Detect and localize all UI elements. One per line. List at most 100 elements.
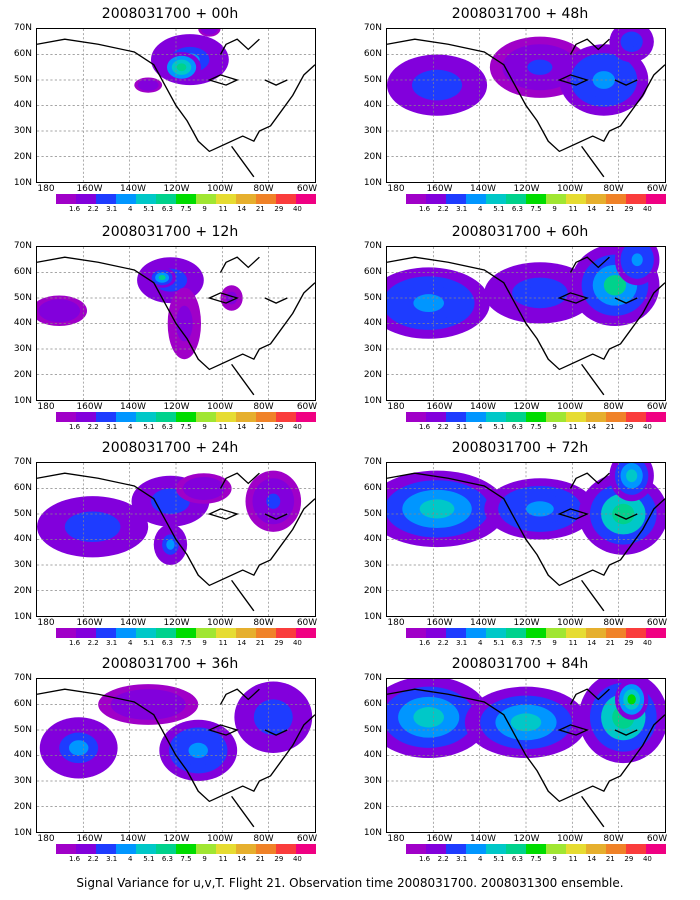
lon-tick-label: 120W [163, 402, 190, 412]
colorbar-labels: 1.6 2.2 3.1 4 5.1 6.3 7.5 9 11 14 21 29 40 [56, 855, 316, 865]
colorbar-swatch [96, 628, 116, 638]
colorbar-swatch [256, 628, 276, 638]
colorbar-swatch [56, 628, 76, 638]
colorbar [406, 628, 666, 638]
lon-tick-label: 60W [296, 834, 318, 844]
colorbar-label: 1.6 [68, 855, 81, 863]
lon-tick-label: 100W [206, 184, 234, 194]
lat-tick-label: 40N [13, 750, 32, 761]
lat-tick-label: 60N [363, 482, 382, 493]
colorbar-label: 2.2 [87, 639, 99, 647]
colorbar-label: 3.1 [456, 855, 468, 863]
map-plot-area [386, 28, 666, 183]
variance-contour [631, 253, 643, 267]
panel-title: 2008031700 + 48h [451, 6, 589, 22]
lat-tick-label: 50N [363, 724, 382, 735]
lon-tick-label: 120W [513, 834, 540, 844]
colorbar-label: 2.2 [437, 855, 449, 863]
colorbar-label: 9 [552, 639, 557, 647]
colorbar-label: 4 [128, 423, 133, 431]
map-plot-area [36, 28, 316, 183]
lat-tick-label: 40N [363, 534, 382, 545]
lon-tick-label: 100W [206, 402, 234, 412]
colorbar-swatch [406, 628, 426, 638]
lon-tick-label: 180 [387, 618, 405, 628]
variance-contour [68, 740, 89, 756]
variance-contour [78, 519, 107, 535]
lat-tick-label: 10N [13, 395, 32, 406]
colorbar-label: 3.1 [106, 423, 118, 431]
colorbar-label: 40 [642, 423, 652, 431]
colorbar-labels: 1.6 2.2 3.1 4 5.1 6.3 7.5 9 11 14 21 29 40 [56, 639, 316, 649]
colorbar-label: 40 [642, 639, 652, 647]
lon-tick-label: 100W [556, 402, 584, 412]
colorbar-swatch [646, 628, 666, 638]
colorbar-swatch [646, 844, 666, 854]
colorbar-swatch [426, 194, 446, 204]
lat-tick-label: 70N [363, 457, 382, 467]
panel-title: 2008031700 + 12h [101, 224, 239, 240]
lat-tick-label: 10N [13, 177, 32, 188]
colorbar-swatch [276, 628, 296, 638]
colorbar-swatch [546, 194, 566, 204]
lat-tick-label: 50N [13, 292, 32, 303]
colorbar-label: 14 [237, 423, 247, 431]
lat-tick-label: 30N [13, 560, 32, 571]
lat-tick-label: 40N [363, 100, 382, 111]
lat-tick-label: 50N [13, 724, 32, 735]
colorbar-swatch [606, 844, 626, 854]
colorbar [56, 194, 316, 204]
map-panel: 2008031700 + 12h 70N 60N 50N 40N 30N 20N 10N 180… [0, 224, 340, 434]
coastline [387, 256, 665, 396]
lat-tick-label: 10N [363, 395, 382, 406]
variance-contour [413, 294, 444, 313]
colorbar-labels: 1.6 2.2 3.1 4 5.1 6.3 7.5 9 11 14 21 29 40 [406, 423, 666, 433]
variance-contour [176, 63, 187, 72]
colorbar-swatch [506, 628, 526, 638]
colorbar-swatch [466, 194, 486, 204]
lat-tick-label: 60N [13, 698, 32, 709]
lon-tick-label: 160W [426, 184, 453, 194]
colorbar-label: 2.2 [437, 639, 449, 647]
colorbar-label: 7.5 [530, 205, 542, 213]
lat-tick-label: 30N [363, 776, 382, 787]
variance-contour [603, 275, 627, 296]
colorbar-label: 5.1 [493, 205, 505, 213]
colorbar-label: 29 [274, 205, 284, 213]
colorbar-label: 14 [237, 855, 247, 863]
colorbar-swatch [586, 194, 606, 204]
lat-tick-label: 60N [363, 698, 382, 709]
colorbar-label: 4 [128, 855, 133, 863]
colorbar-label: 5.1 [493, 423, 505, 431]
colorbar-label: 40 [642, 205, 652, 213]
colorbar-swatch [136, 412, 156, 422]
colorbar [56, 628, 316, 638]
colorbar-label: 40 [292, 423, 302, 431]
lon-tick-label: 100W [206, 618, 234, 628]
colorbar-swatch [486, 412, 506, 422]
colorbar-swatch [176, 628, 196, 638]
map-plot-area [386, 246, 666, 401]
colorbar-swatch [526, 844, 546, 854]
colorbar-swatch [646, 194, 666, 204]
variance-contour [263, 708, 284, 727]
lon-tick-label: 120W [513, 402, 540, 412]
variance-contour [627, 694, 636, 705]
colorbar-swatch [156, 412, 176, 422]
colorbar-label: 1.6 [68, 423, 81, 431]
variance-contour [626, 36, 638, 47]
colorbar-swatch [96, 194, 116, 204]
colorbar-label: 2.2 [87, 205, 99, 213]
colorbar-swatch [486, 628, 506, 638]
coastline [387, 688, 665, 828]
colorbar-label: 29 [274, 639, 284, 647]
colorbar-swatch [276, 194, 296, 204]
colorbar-swatch [196, 412, 216, 422]
lon-tick-label: 180 [387, 184, 405, 194]
colorbar-labels: 1.6 2.2 3.1 4 5.1 6.3 7.5 9 11 14 21 29 40 [406, 855, 666, 865]
lat-tick-label: 60N [13, 48, 32, 59]
lon-tick-label: 140W [469, 184, 497, 194]
colorbar-label: 11 [218, 423, 228, 431]
colorbar-swatch [646, 412, 666, 422]
colorbar-label: 3.1 [106, 639, 118, 647]
